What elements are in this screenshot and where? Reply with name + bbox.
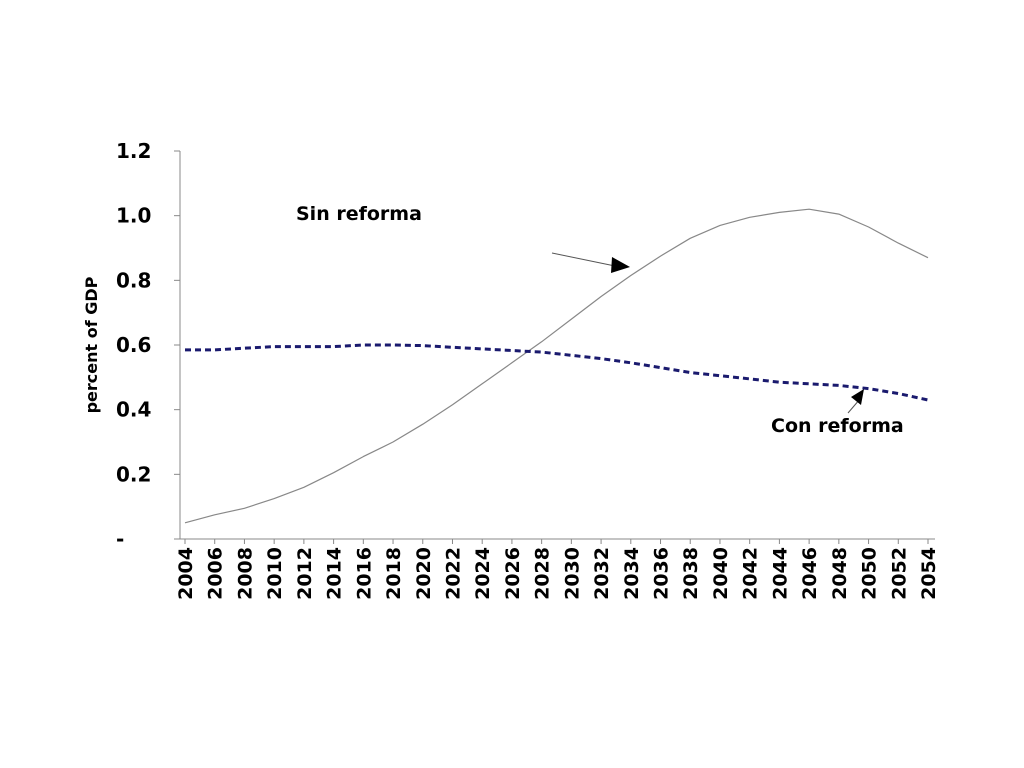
annotation-sin-reforma: Sin reforma <box>296 203 422 225</box>
x-tick-label: 2030 <box>561 547 583 600</box>
arrow-sin-reforma-head <box>611 257 630 273</box>
x-tick-label: 2048 <box>829 547 851 600</box>
y-tick-label: - <box>116 527 124 551</box>
x-tick-label: 2014 <box>324 547 346 600</box>
y-tick-label: 0.2 <box>116 462 151 486</box>
x-tick-label: 2004 <box>175 547 197 600</box>
y-tick-label: 0.8 <box>116 268 151 292</box>
arrow-sin-reforma-shaft <box>551 252 616 267</box>
series-line-sin-reforma <box>184 208 929 524</box>
x-tick-label: 2008 <box>234 547 256 600</box>
x-tick-label: 2044 <box>769 547 791 600</box>
annotations: Sin reforma Con reforma <box>296 203 904 437</box>
series-line-con-reforma <box>185 343 929 402</box>
x-tick-label: 2036 <box>651 547 673 600</box>
x-tick-label: 2042 <box>740 547 762 600</box>
x-tick-label: 2040 <box>710 547 732 600</box>
x-tick-label: 2050 <box>859 547 881 600</box>
x-tick-label: 2006 <box>205 547 227 600</box>
x-tick-label: 2022 <box>442 547 464 600</box>
x-axis-ticks: 2004 2006 2008 2010 2012 2014 2016 2018 2020 2022… <box>175 539 940 600</box>
y-axis-label: percent of GDP <box>82 276 101 413</box>
y-tick-label: 1.0 <box>116 204 151 228</box>
x-tick-label: 2024 <box>472 547 494 600</box>
y-tick-label: 0.4 <box>116 398 151 422</box>
x-tick-label: 2054 <box>918 547 940 600</box>
x-tick-label: 2016 <box>353 547 375 600</box>
axes <box>179 151 935 540</box>
x-tick-label: 2038 <box>680 547 702 600</box>
x-tick-label: 2026 <box>502 547 524 600</box>
x-tick-label: 2052 <box>888 547 910 600</box>
series-lines <box>184 208 929 524</box>
x-tick-label: 2034 <box>621 547 643 600</box>
x-tick-label: 2046 <box>799 547 821 600</box>
x-tick-label: 2010 <box>264 547 286 600</box>
x-tick-label: 2028 <box>532 547 554 600</box>
annotation-con-reforma: Con reforma <box>771 415 904 437</box>
x-tick-label: 2020 <box>413 547 435 600</box>
x-tick-label: 2018 <box>383 547 405 600</box>
y-tick-label: 1.2 <box>116 139 151 163</box>
x-tick-label: 2012 <box>294 547 316 600</box>
y-axis-ticks: 1.2 1.0 0.8 0.6 0.4 0.2 - <box>116 139 180 551</box>
arrow-con-reforma-head <box>851 389 864 405</box>
x-tick-label: 2032 <box>591 547 613 600</box>
y-tick-label: 0.6 <box>116 333 151 357</box>
